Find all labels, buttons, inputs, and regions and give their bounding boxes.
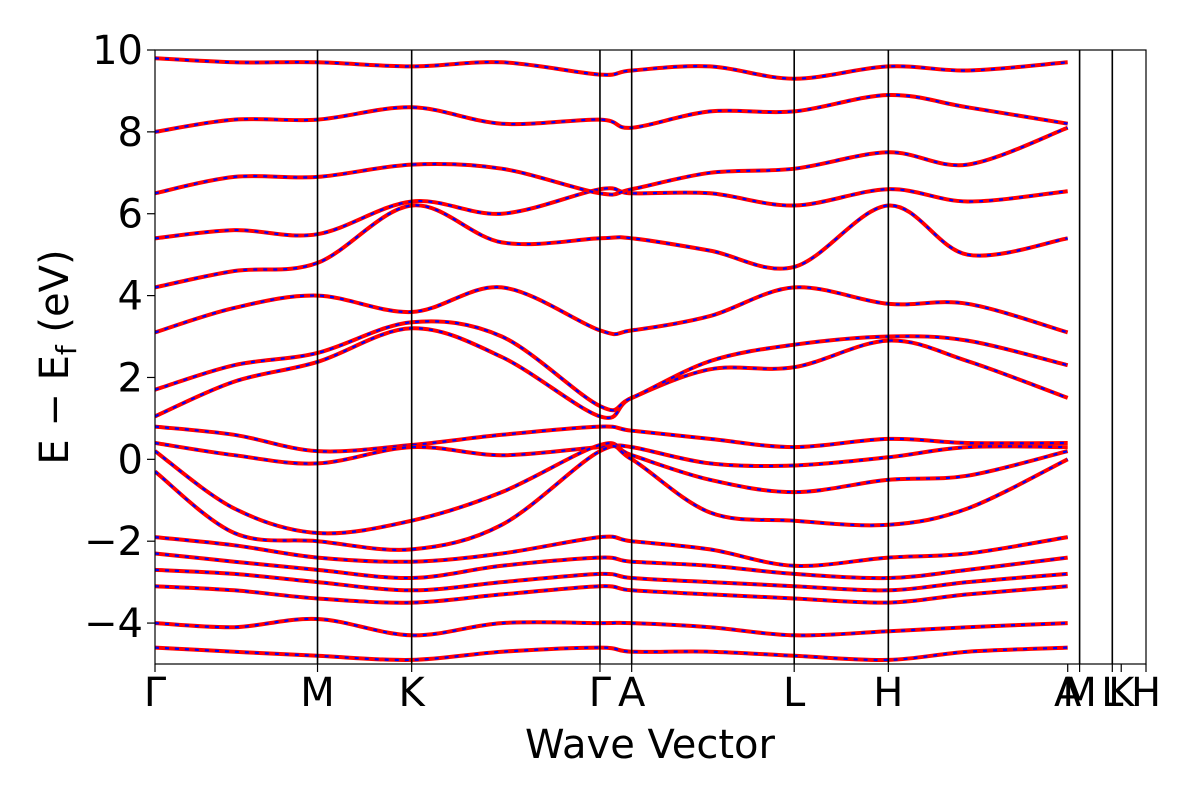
x-tick-label: M bbox=[300, 670, 335, 716]
y-tick-label: 4 bbox=[118, 274, 143, 320]
band-line-dashed-15 bbox=[155, 568, 1068, 592]
y-tick-label: 10 bbox=[92, 28, 143, 74]
band-line-13 bbox=[155, 534, 1069, 568]
y-tick-label: 6 bbox=[118, 192, 143, 238]
band-line-dashed-5 bbox=[155, 187, 1068, 240]
x-axis-label: Wave Vector bbox=[525, 722, 776, 768]
band-line-dashed-17 bbox=[155, 617, 1068, 637]
x-tick-label: K bbox=[1108, 670, 1136, 716]
band-line-dashed-16 bbox=[155, 585, 1068, 604]
band-line-dashed-3 bbox=[155, 286, 1068, 336]
band-line-dashed-8 bbox=[155, 57, 1068, 80]
band-lines bbox=[155, 56, 1069, 662]
y-tick-label: 2 bbox=[118, 355, 143, 401]
band-line-dashed-9 bbox=[155, 425, 1068, 453]
y-tick-label: 0 bbox=[118, 437, 143, 483]
x-tick-label: Γ bbox=[144, 670, 167, 716]
x-tick-label: M bbox=[1062, 670, 1097, 716]
x-tick-label: H bbox=[1131, 670, 1161, 716]
plot-frame bbox=[154, 49, 1147, 665]
band-line-dashed-12 bbox=[155, 445, 1069, 551]
x-tick-label: L bbox=[1101, 670, 1124, 716]
x-tick-label: L bbox=[783, 670, 806, 716]
band-line-dashed-6 bbox=[155, 126, 1069, 196]
y-axis-ticks: −4 −2 0 2 4 6 8 10 bbox=[84, 28, 155, 647]
x-tick-label: H bbox=[873, 670, 903, 716]
y-axis-label: E − Ef (eV) bbox=[32, 249, 83, 464]
y-tick-label: −2 bbox=[84, 519, 143, 565]
band-line-dashed-1 bbox=[155, 327, 1069, 419]
band-line-dashed-7 bbox=[155, 93, 1068, 133]
high-symmetry-lines bbox=[316, 50, 1114, 664]
x-axis-ticks: Γ M K Γ A L H AM LKH bbox=[144, 664, 1161, 716]
band-line-dashed-14 bbox=[155, 552, 1068, 580]
x-tick-label: Γ bbox=[589, 670, 612, 716]
band-line-dashed-18 bbox=[155, 646, 1068, 662]
y-tick-label: 8 bbox=[118, 110, 143, 156]
band-line-dashed-2 bbox=[155, 320, 1068, 412]
y-tick-label: −4 bbox=[84, 601, 143, 647]
x-tick-label: A bbox=[618, 670, 646, 716]
x-tick-label: K bbox=[399, 670, 427, 716]
band-line-dashed-4 bbox=[155, 204, 1068, 289]
x-tick-label: A bbox=[1054, 670, 1082, 716]
